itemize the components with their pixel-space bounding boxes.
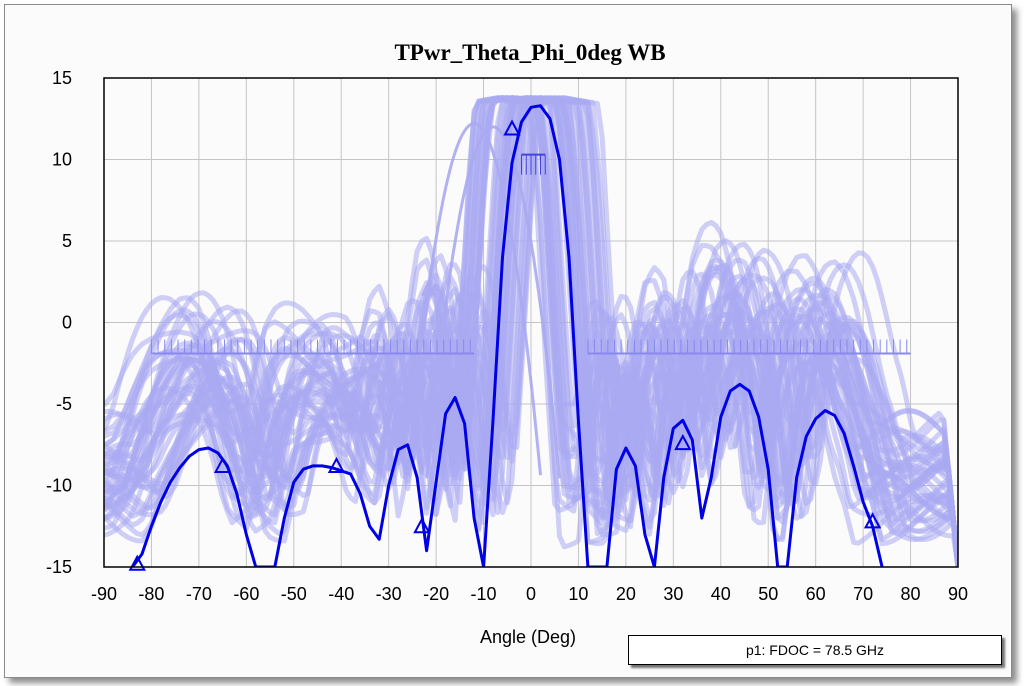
mask-lines [150,153,911,355]
ensemble-trace [104,95,958,567]
x-tick-label: 80 [901,584,921,604]
trace-ensemble [104,95,958,567]
x-tick-label: 40 [711,584,731,604]
plot-area-border [103,77,959,568]
data-marker [128,554,146,571]
x-tick-label: -90 [91,584,117,604]
tick-labels: -90 -80 -70 -60 -50 -40 -30 -20 -10 0 10 20 30 40 50 60… [46,68,968,604]
ensemble-marker [420,279,437,296]
ensemble-beam-trace [425,125,561,479]
x-tick-label: -50 [281,584,307,604]
x-tick-label: -30 [376,584,402,604]
x-axis-label: Angle (Deg) [480,627,576,647]
data-marker [413,517,431,534]
x-tick-label: 30 [663,584,683,604]
main-trace [131,104,884,567]
x-tick-label: 0 [526,584,536,604]
marker-group [128,119,882,571]
x-tick-label: 50 [758,584,778,604]
x-tick-label: 90 [948,584,968,604]
x-tick-label: 60 [806,584,826,604]
axes [103,77,959,568]
data-marker [327,456,346,473]
x-tick-label: -70 [186,584,212,604]
data-marker [213,456,232,473]
x-tick-label: 20 [616,584,636,604]
ensemble-trace [104,95,958,567]
y-tick-label: 15 [52,68,72,88]
data-marker [503,119,521,136]
legend-text: p1: FDOC = 78.5 GHz [745,642,885,658]
y-tick-label: 10 [52,150,72,170]
x-tick-label: -10 [471,584,497,604]
x-tick-label: -20 [423,584,449,604]
y-tick-label: -5 [56,394,72,414]
data-marker [674,434,692,451]
chart-title: TPwr_Theta_Phi_0deg WB [394,40,665,65]
data-marker [863,512,882,529]
main-trace-group [131,104,884,567]
ensemble-beam-trace [406,122,542,476]
legend-box: p1: FDOC = 78.5 GHz [628,635,1002,665]
y-tick-label: 0 [62,313,72,333]
x-tick-label: 70 [853,584,873,604]
x-tick-label: -40 [328,584,354,604]
y-tick-label: -10 [46,476,72,496]
y-tick-label: 5 [62,231,72,251]
x-tick-label: 10 [568,584,588,604]
y-tick-label: -15 [46,557,72,577]
x-tick-label: -80 [138,584,164,604]
x-tick-label: -60 [233,584,259,604]
